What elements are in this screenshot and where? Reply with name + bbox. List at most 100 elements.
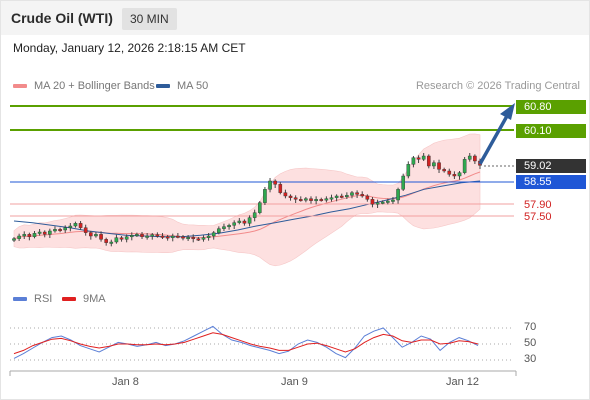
candle-body (365, 195, 370, 200)
candle-body (89, 232, 93, 237)
projection-arrow-shaft (478, 115, 509, 165)
candle-body (421, 155, 426, 160)
candle-body (201, 237, 206, 240)
candle-body (432, 162, 436, 167)
legend-ma9: 9MA (62, 293, 106, 305)
candle-body (145, 235, 149, 238)
candle-body (350, 192, 354, 196)
candle-body (447, 170, 452, 175)
candle-body (155, 234, 160, 237)
candle-body (462, 159, 467, 173)
ma50-line (13, 180, 481, 238)
x-tick-jan12: Jan 12 (446, 376, 480, 388)
candle-body (278, 184, 283, 193)
candle-body (12, 238, 16, 241)
candle-body (176, 235, 180, 238)
candle-body (211, 232, 216, 237)
chart-header: Crude Oil (WTI) 30 MIN (1, 1, 589, 35)
ma20-swatch (13, 84, 27, 88)
candle-body (196, 238, 201, 241)
candle-body (181, 236, 185, 239)
candle-body (401, 175, 405, 190)
candle-body (53, 229, 57, 232)
legend-rsi: RSI (13, 293, 52, 305)
candle-body (386, 200, 390, 203)
candle-body (334, 195, 339, 198)
candle-body (345, 195, 349, 198)
level-label-58-55: 58.55 (516, 175, 586, 189)
candle-body (380, 201, 385, 204)
candle-body (391, 199, 395, 202)
candle-body (140, 234, 144, 237)
candle-body (22, 234, 27, 237)
candle-body (293, 197, 298, 200)
rsi-ma9-line (13, 332, 479, 355)
candle-body (191, 237, 196, 240)
candle-body (232, 222, 236, 226)
candle-body (94, 234, 98, 237)
timeframe-badge[interactable]: 30 MIN (122, 8, 177, 30)
candle-body (170, 235, 175, 238)
rsi-tick-30: 30 (524, 353, 537, 365)
candle-body (109, 241, 114, 244)
rsi-tick-50: 50 (524, 337, 537, 349)
candle-body (437, 162, 441, 170)
candle-body (42, 231, 47, 235)
ma9-swatch (62, 297, 76, 301)
level-label-57-90: 57.90 (524, 199, 552, 211)
candle-body (273, 180, 277, 185)
legend-ma20: MA 20 + Bollinger Bands (13, 80, 155, 92)
candle-body (370, 199, 375, 205)
candle-body (416, 157, 421, 160)
candle-body (252, 212, 257, 218)
x-tick-jan9: Jan 9 (281, 376, 308, 388)
candle-body (32, 233, 37, 237)
rsi-label: RSI (34, 293, 53, 305)
rsi-swatch (13, 297, 27, 301)
candle-body (406, 164, 411, 177)
candle-body (298, 199, 303, 202)
candle-body (27, 234, 32, 237)
candle-body (68, 225, 73, 228)
instrument-title: Crude Oil (WTI) (11, 10, 113, 26)
candle-body (452, 174, 457, 177)
candle-body (288, 195, 293, 198)
candle-body (426, 155, 431, 167)
candle-body (17, 235, 21, 239)
candle-body (73, 223, 78, 227)
candle-body (37, 231, 42, 234)
ma50-label: MA 50 (177, 80, 209, 92)
candle-body (396, 189, 400, 201)
projection-arrow-head (500, 103, 515, 120)
candle-body (247, 217, 252, 224)
candle-body (217, 228, 221, 233)
level-label-60-80: 60.80 (516, 100, 586, 114)
ma50-swatch (156, 84, 170, 88)
legend-ma50: MA 50 (156, 80, 208, 92)
candle-body (206, 235, 211, 238)
candle-body (227, 225, 231, 228)
bollinger-band (13, 133, 481, 267)
candle-body (339, 195, 344, 198)
credit-text: Research © 2026 Trading Central (415, 80, 580, 92)
candle-body (237, 220, 242, 223)
candle-body (360, 194, 365, 197)
ma9-label: 9MA (83, 293, 106, 305)
candle-body (329, 197, 334, 200)
candle-body (283, 192, 288, 197)
candle-body (114, 237, 119, 243)
candle-body (83, 227, 88, 233)
x-tick-jan8: Jan 8 (112, 376, 139, 388)
candle-body (58, 229, 62, 232)
candle-body (104, 239, 108, 243)
ma20-label: MA 20 + Bollinger Bands (34, 80, 155, 92)
candle-body (411, 157, 416, 165)
candle-body (48, 230, 52, 235)
candle-body (309, 198, 313, 201)
candle-body (268, 180, 272, 190)
level-label-57-50: 57.50 (524, 211, 552, 223)
candle-body (355, 192, 359, 195)
candle-body (124, 236, 129, 240)
candle-body (186, 237, 190, 240)
